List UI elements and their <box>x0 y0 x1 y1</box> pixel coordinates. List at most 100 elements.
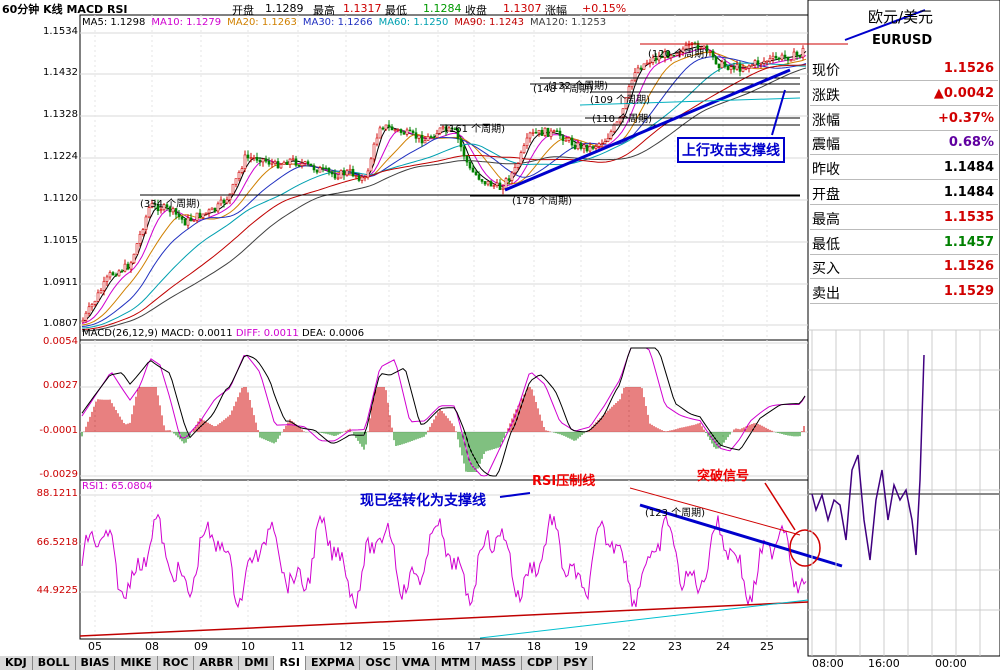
candle-body <box>285 161 289 165</box>
tab-roc[interactable]: ROC <box>157 656 195 670</box>
candle-body <box>471 167 475 173</box>
close-value: 1.1307 <box>503 2 542 15</box>
macd-histogram <box>81 387 805 472</box>
quote-value: 1.1484 <box>943 185 994 200</box>
pair-arrow <box>844 9 926 41</box>
tab-cdp[interactable]: CDP <box>522 656 559 670</box>
candle-body <box>294 158 298 166</box>
tab-mtm[interactable]: MTM <box>435 656 477 670</box>
candle-body <box>432 136 436 139</box>
candle-body <box>618 117 622 123</box>
candle-body <box>522 145 526 154</box>
vertical-gridlines <box>94 15 768 639</box>
candle-body <box>486 181 490 185</box>
candle-body <box>240 168 244 173</box>
tab-psy[interactable]: PSY <box>558 656 594 670</box>
time-tick-label: 19 <box>574 640 588 653</box>
time-tick-label: 11 <box>291 640 305 653</box>
candle-body <box>450 127 454 130</box>
candle-body <box>306 161 310 165</box>
low-label: 最低 <box>385 4 407 17</box>
candle-body <box>765 60 769 63</box>
candle-body <box>699 47 703 50</box>
quote-row: 最高 1.1535 <box>810 206 998 230</box>
high-value: 1.1317 <box>343 2 382 15</box>
candle-body <box>423 140 427 144</box>
rsi-resistance-arrow <box>629 487 801 536</box>
tab-dmi[interactable]: DMI <box>239 656 275 670</box>
candle-body <box>735 64 739 70</box>
tab-kdj[interactable]: KDJ <box>0 656 33 670</box>
macd-tick-label: 0.0054 <box>43 336 78 347</box>
annotation-lines <box>79 9 926 639</box>
diff-value: DIFF: 0.0011 <box>235 328 299 339</box>
tab-osc[interactable]: OSC <box>360 656 397 670</box>
quote-value: 0.68% <box>948 135 994 151</box>
tab-bias[interactable]: BIAS <box>75 656 116 670</box>
candle-body <box>84 312 88 321</box>
candle-body <box>510 172 514 181</box>
uptrend-support-line <box>504 68 791 192</box>
candle-body <box>111 272 115 276</box>
candle-body <box>759 63 763 65</box>
candle-body <box>705 45 709 52</box>
candle-body <box>798 54 802 58</box>
macd-value: MACD(26,12,9) MACD: 0.0011 <box>82 328 233 339</box>
tab-arbr[interactable]: ARBR <box>194 656 240 670</box>
candle-body <box>150 203 154 208</box>
candle-body <box>369 158 373 172</box>
candle-body <box>165 204 169 208</box>
tab-mass[interactable]: MASS <box>476 656 523 670</box>
candle-body <box>216 203 220 212</box>
candle-body <box>732 66 736 70</box>
candle-body <box>741 68 745 72</box>
macd-tick-label: -0.0029 <box>39 469 78 480</box>
indicator-tabs: KDJ BOLL BIAS MIKE ROC ARBR DMI RSI EXPMA OSC VMA M… <box>0 656 640 670</box>
candle-body <box>507 178 511 181</box>
close-label: 收盘 <box>465 4 487 17</box>
candle-body <box>723 61 727 67</box>
candle-body <box>363 176 367 179</box>
candle-body <box>477 174 481 180</box>
candle-body <box>678 52 682 55</box>
tab-expma[interactable]: EXPMA <box>305 656 361 670</box>
price-tick-label: 1.0807 <box>43 318 78 329</box>
change-value: +0.15% <box>582 2 627 15</box>
candle-body <box>771 55 775 59</box>
time-tick-label: 12 <box>339 640 353 653</box>
candle-body <box>93 300 97 305</box>
candle-body <box>279 164 283 169</box>
ma-legend-item: MA20: 1.1263 <box>227 17 297 28</box>
candle-body <box>645 62 649 65</box>
tab-mike[interactable]: MIKE <box>115 656 158 670</box>
candle-body <box>774 55 778 59</box>
time-tick-label: 17 <box>467 640 481 653</box>
candle-body <box>780 54 784 60</box>
candle-body <box>357 175 361 181</box>
candle-body <box>366 170 370 178</box>
candle-body <box>795 51 799 56</box>
quote-row: 最低 1.1457 <box>810 231 998 255</box>
tab-vma[interactable]: VMA <box>396 656 436 670</box>
candle-body <box>684 44 688 50</box>
candle-body <box>447 127 451 132</box>
candle-body <box>726 66 730 70</box>
candle-body <box>162 204 166 211</box>
uptrend-support-annotation: 上行攻击支撑线 <box>677 137 785 163</box>
candle-body <box>519 152 523 165</box>
open-value: 1.1289 <box>265 2 304 15</box>
candle-body <box>660 55 664 58</box>
candle-body <box>141 229 145 235</box>
candle-body <box>543 127 547 136</box>
tab-boll[interactable]: BOLL <box>32 656 76 670</box>
tab-rsi[interactable]: RSI <box>274 656 306 670</box>
candle-body <box>453 128 457 131</box>
candle-body <box>309 163 313 166</box>
quote-row: 涨幅 +0.37% <box>810 107 998 131</box>
chart-title: 60分钟 K线 MACD RSI <box>2 3 128 16</box>
quote-row: 现价 1.1526 <box>810 57 998 81</box>
candle-body <box>456 128 460 140</box>
time-tick-label: 09 <box>194 640 208 653</box>
candle-body <box>468 161 472 169</box>
